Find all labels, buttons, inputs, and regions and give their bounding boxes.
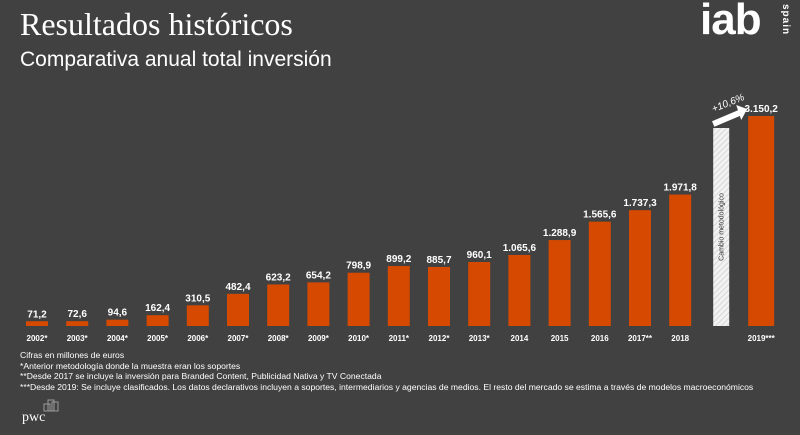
value-label-2010*: 798,9 bbox=[346, 261, 371, 272]
iab-spain-logo: iab spain bbox=[700, 0, 796, 62]
bar-2014 bbox=[508, 254, 531, 326]
category-label-2013*: 2013* bbox=[469, 334, 491, 343]
value-label-2011*: 899,2 bbox=[386, 254, 411, 265]
footnotes: Cifras en millones de euros *Anterior me… bbox=[20, 350, 753, 392]
footnote-units: Cifras en millones de euros bbox=[20, 350, 125, 360]
bar-2004* bbox=[106, 319, 129, 326]
growth-arrow-shaft bbox=[712, 110, 741, 127]
bar-2007* bbox=[227, 293, 249, 326]
category-label-2008*: 2008* bbox=[268, 334, 290, 343]
value-label-2008*: 623,2 bbox=[266, 272, 291, 283]
bar-2009* bbox=[307, 282, 330, 326]
bar-2006* bbox=[186, 305, 209, 326]
value-label-2017**: 1.737,3 bbox=[623, 198, 657, 209]
bar-2017** bbox=[629, 210, 651, 326]
category-label-2002*: 2002* bbox=[27, 334, 49, 343]
value-label-2014: 1.065,6 bbox=[503, 243, 537, 254]
category-label-2003*: 2003* bbox=[67, 334, 89, 343]
page-title: Resultados históricos bbox=[20, 6, 293, 42]
value-label-2003*: 72,6 bbox=[67, 309, 87, 320]
iab-logo-subtext: spain bbox=[780, 4, 791, 36]
category-label-2004*: 2004* bbox=[107, 334, 129, 343]
pwc-logo-text: pwc bbox=[22, 410, 46, 425]
bar-2016 bbox=[588, 221, 611, 326]
methodology-change-bar bbox=[713, 128, 730, 326]
footnote-single-asterisk: *Anterior metodología donde la muestra e… bbox=[20, 360, 241, 371]
pwc-logo-mark bbox=[43, 399, 59, 412]
footnote-triple-asterisk: ***Desde 2019: Se incluye clasificados. … bbox=[20, 381, 754, 392]
value-label-2009*: 654,2 bbox=[306, 270, 331, 281]
bar-2002* bbox=[26, 321, 48, 326]
category-label-2011*: 2011* bbox=[389, 334, 410, 343]
category-label-2007*: 2007* bbox=[228, 334, 250, 343]
value-label-2002*: 71,2 bbox=[27, 309, 47, 320]
value-label-2004*: 94,6 bbox=[108, 308, 128, 319]
category-label-2017**: 2017** bbox=[628, 334, 653, 343]
bar-2010* bbox=[347, 272, 370, 326]
iab-logo-text: iab bbox=[700, 0, 762, 44]
value-label-2015: 1.288,9 bbox=[543, 228, 577, 239]
category-label-2012*: 2012* bbox=[429, 334, 451, 343]
category-label-2014: 2014 bbox=[511, 334, 529, 343]
category-label-2016: 2016 bbox=[591, 334, 609, 343]
value-label-2018: 1.971,8 bbox=[664, 183, 698, 194]
category-label-2019***: 2019*** bbox=[748, 334, 776, 343]
category-label-2006*: 2006* bbox=[187, 334, 209, 343]
methodology-change-label: Cambio metodológico bbox=[719, 193, 726, 261]
value-label-2016: 1.565,6 bbox=[583, 210, 617, 221]
value-label-2006*: 310,5 bbox=[185, 293, 210, 304]
bar-2019*** bbox=[748, 115, 775, 326]
category-label-2018: 2018 bbox=[671, 334, 689, 343]
value-label-2012*: 885,7 bbox=[426, 255, 451, 266]
category-label-2015: 2015 bbox=[551, 334, 569, 343]
category-label-2009*: 2009* bbox=[308, 334, 330, 343]
pwc-logo: pwc bbox=[22, 398, 62, 428]
bar-2015 bbox=[548, 240, 571, 326]
bar-2011* bbox=[387, 266, 410, 326]
bar-2005* bbox=[146, 315, 169, 326]
bar-2012* bbox=[428, 266, 450, 326]
category-label-2010*: 2010* bbox=[348, 334, 370, 343]
category-label-2005*: 2005* bbox=[147, 334, 169, 343]
footnote-double-asterisk: **Desde 2017 se incluye la inversión par… bbox=[20, 371, 382, 382]
page-subtitle: Comparativa anual total inversión bbox=[20, 48, 332, 71]
value-label-2005*: 162,4 bbox=[145, 303, 170, 314]
investment-bar-chart: 71,2 2002* 72,6 2003* 94,6 2004* 162,4 2005* 310… bbox=[26, 92, 779, 343]
bar-2003* bbox=[66, 321, 89, 326]
value-label-2013*: 960,1 bbox=[467, 250, 492, 261]
bar-2008* bbox=[267, 284, 290, 326]
value-label-2007*: 482,4 bbox=[225, 282, 250, 293]
bar-2018 bbox=[669, 194, 692, 326]
value-label-2019***: 3.150,2 bbox=[745, 104, 779, 115]
bar-2013* bbox=[468, 261, 491, 326]
growth-arrow-head bbox=[736, 105, 748, 120]
